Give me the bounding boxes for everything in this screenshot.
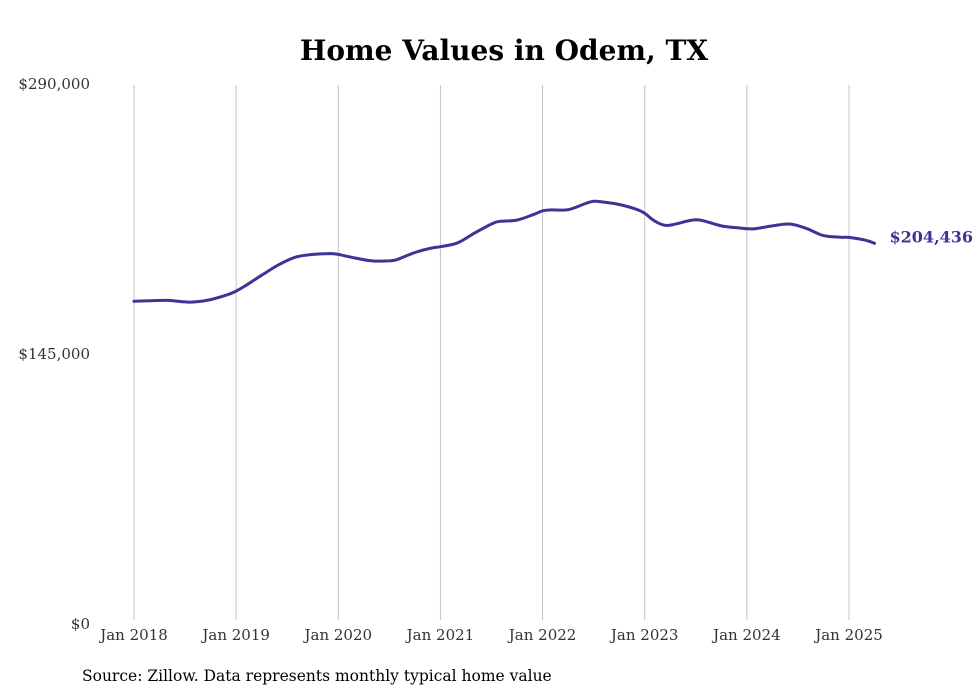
x-tick-label: Jan 2020 [303, 626, 373, 644]
y-tick-label: $0 [71, 615, 90, 633]
series-layer: $204,436 [132, 199, 974, 304]
series-line [132, 199, 876, 304]
x-axis-ticks: Jan 2018 Jan 2019 Jan 2020 Jan 2021 Jan 2022… [98, 626, 883, 644]
x-tick-label: Jan 2019 [200, 626, 270, 644]
y-tick-label: $290,000 [18, 75, 90, 93]
x-tick-label: Jan 2021 [405, 626, 475, 644]
x-tick-label: Jan 2023 [609, 626, 679, 644]
source-note: Source: Zillow. Data represents monthly … [82, 667, 552, 685]
chart-title: Home Values in Odem, TX [300, 34, 708, 67]
x-tick-label: Jan 2022 [507, 626, 577, 644]
y-axis-ticks: $0 $145,000 $290,000 [18, 75, 90, 633]
x-tick-label: Jan 2018 [98, 626, 168, 644]
gridlines [133, 85, 850, 620]
x-tick-label: Jan 2024 [711, 626, 781, 644]
x-tick-label: Jan 2025 [813, 626, 883, 644]
end-value-label: $204,436 [890, 227, 974, 246]
y-tick-label: $145,000 [18, 345, 90, 363]
